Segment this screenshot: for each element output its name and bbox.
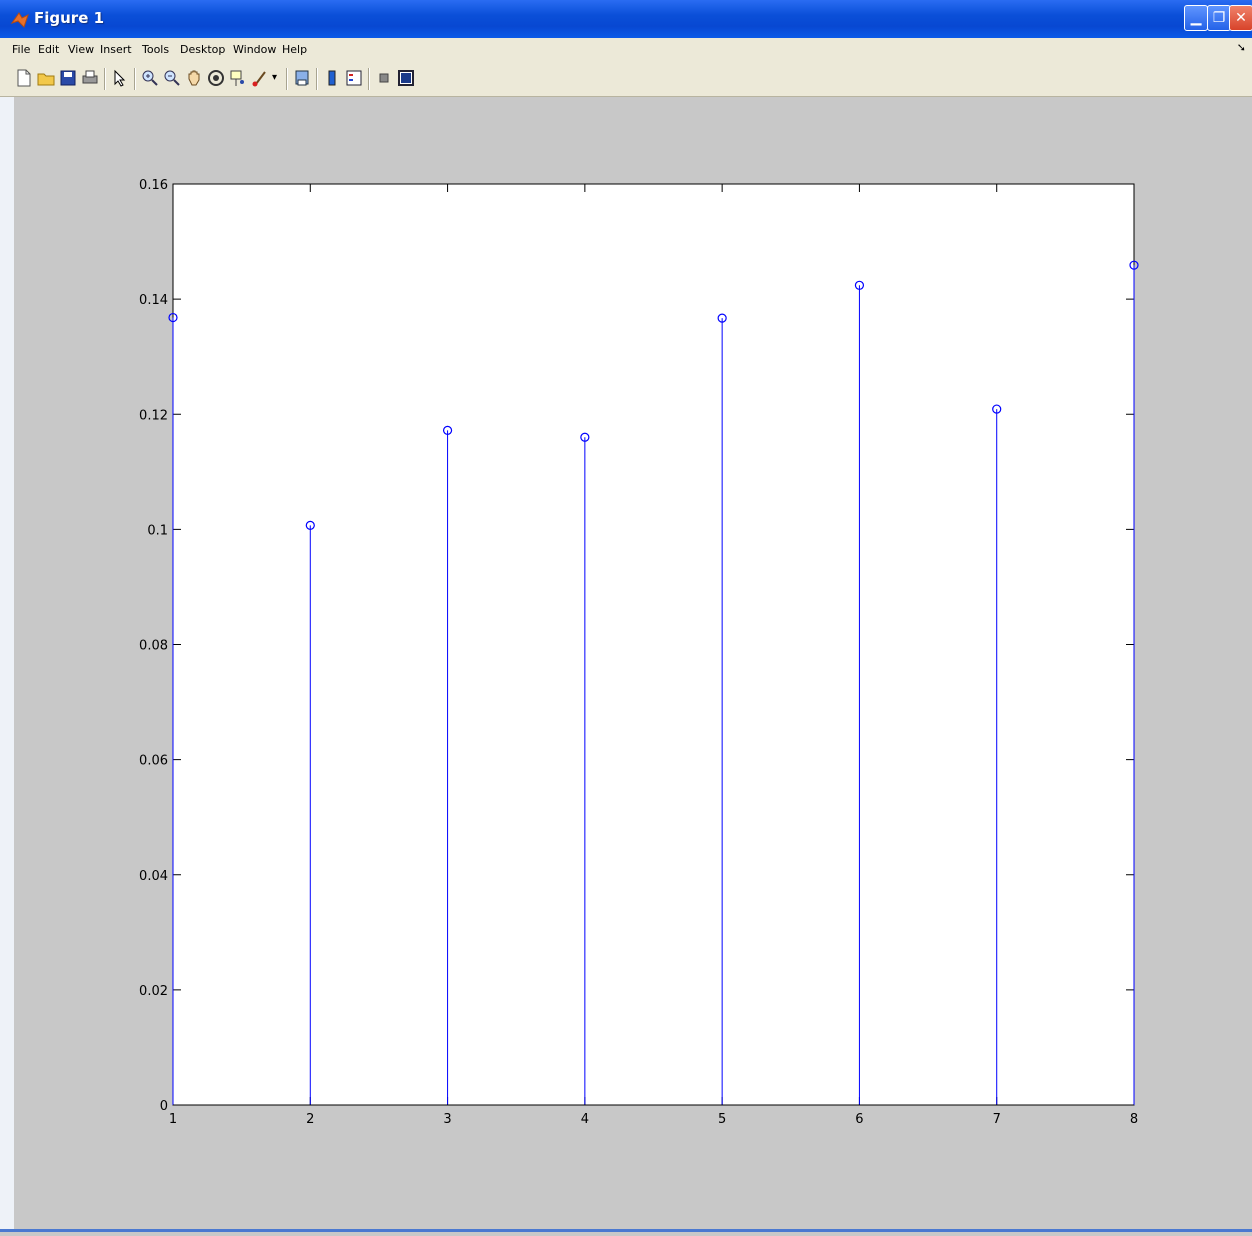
open-file-icon[interactable]	[36, 68, 56, 88]
menu-bar: File Edit View Insert Tools Desktop Wind…	[0, 38, 1252, 62]
toolbar-separator	[134, 68, 136, 90]
new-figure-icon[interactable]	[14, 68, 34, 88]
stem-marker	[717, 313, 727, 323]
y-tick-label: 0.14	[139, 293, 168, 308]
x-tick-label: 4	[581, 1112, 589, 1127]
stem-marker	[854, 280, 865, 290]
menu-tools[interactable]: Tools	[142, 43, 170, 56]
legend-icon[interactable]	[344, 68, 364, 88]
stem-marker	[992, 404, 1002, 414]
window-left-border	[0, 97, 14, 1232]
stem-plot[interactable]: 0 0.02 0.04 0.06 0.08 0.1 0.12 0.14 0.16 1 2 3 4 5 6 7 8	[14, 97, 1252, 1232]
window-bottom-border	[0, 1229, 1252, 1232]
stem-marker	[1129, 260, 1139, 270]
stem-marker	[580, 432, 590, 442]
title-bar[interactable]: Figure 1 ▁ ❐ ✕	[0, 0, 1252, 38]
y-tick-label: 0.08	[139, 639, 168, 654]
x-tick-label: 7	[993, 1112, 1001, 1127]
data-cursor-icon[interactable]	[228, 68, 248, 88]
x-tick-label: 2	[306, 1112, 314, 1127]
menu-help[interactable]: Help	[282, 43, 308, 56]
window-title: Figure 1	[34, 9, 105, 27]
menu-desktop[interactable]: Desktop	[180, 43, 226, 56]
save-icon[interactable]	[58, 68, 78, 88]
show-plot-tools-icon[interactable]	[396, 68, 416, 88]
menu-overflow-icon[interactable]: ➘	[1236, 41, 1246, 54]
close-icon: ✕	[1235, 10, 1247, 26]
hide-plot-tools-icon[interactable]	[374, 68, 394, 88]
link-plot-icon[interactable]	[292, 68, 312, 88]
colorbar-icon[interactable]	[322, 68, 342, 88]
menu-insert[interactable]: Insert	[100, 43, 132, 56]
minimize-button[interactable]: ▁	[1184, 5, 1208, 31]
toolbar-separator	[104, 68, 106, 90]
y-tick-label: 0.12	[139, 408, 168, 423]
menu-window[interactable]: Window	[233, 43, 277, 56]
edit-plot-arrow-icon[interactable]	[110, 68, 130, 88]
x-tick-label: 8	[1130, 1112, 1138, 1127]
y-tick-label: 0.16	[139, 178, 168, 193]
menu-edit[interactable]: Edit	[38, 43, 60, 56]
y-tick-label: 0.02	[139, 984, 168, 999]
y-tick-label: 0.04	[139, 869, 168, 884]
brush-icon[interactable]	[250, 68, 270, 88]
x-tick-label: 1	[169, 1112, 177, 1127]
zoom-in-icon[interactable]	[140, 68, 160, 88]
zoom-out-icon[interactable]	[162, 68, 182, 88]
stem-marker	[442, 425, 453, 435]
restore-button[interactable]: ❐	[1207, 5, 1231, 31]
x-tick-label: 5	[718, 1112, 726, 1127]
toolbar-separator	[286, 68, 288, 90]
menu-view[interactable]: View	[68, 43, 95, 56]
rotate-3d-icon[interactable]	[206, 68, 226, 88]
menu-file[interactable]: File	[12, 43, 31, 56]
brush-dropdown-icon[interactable]: ▾	[272, 72, 278, 83]
axes-box	[172, 183, 1135, 1106]
x-tick-label: 3	[443, 1112, 451, 1127]
y-tick-label: 0.1	[147, 523, 168, 538]
minimize-icon: ▁	[1190, 10, 1202, 26]
print-icon[interactable]	[80, 68, 100, 88]
restore-icon: ❐	[1212, 10, 1226, 26]
pan-hand-icon[interactable]	[184, 68, 204, 88]
toolbar-separator	[368, 68, 370, 90]
y-tick-label: 0.06	[139, 754, 168, 769]
stem-marker	[305, 520, 315, 530]
x-tick-label: 6	[855, 1112, 863, 1127]
stem-marker	[168, 312, 178, 323]
matlab-logo-icon	[10, 12, 29, 28]
toolbar-separator	[316, 68, 318, 90]
close-button[interactable]: ✕	[1229, 5, 1252, 31]
figure-toolbar: ▾	[0, 62, 1252, 97]
figure-area: 0 0.02 0.04 0.06 0.08 0.1 0.12 0.14 0.16 1 2 3 4 5 6 7 8	[14, 97, 1252, 1232]
y-tick-label: 0	[160, 1099, 168, 1114]
